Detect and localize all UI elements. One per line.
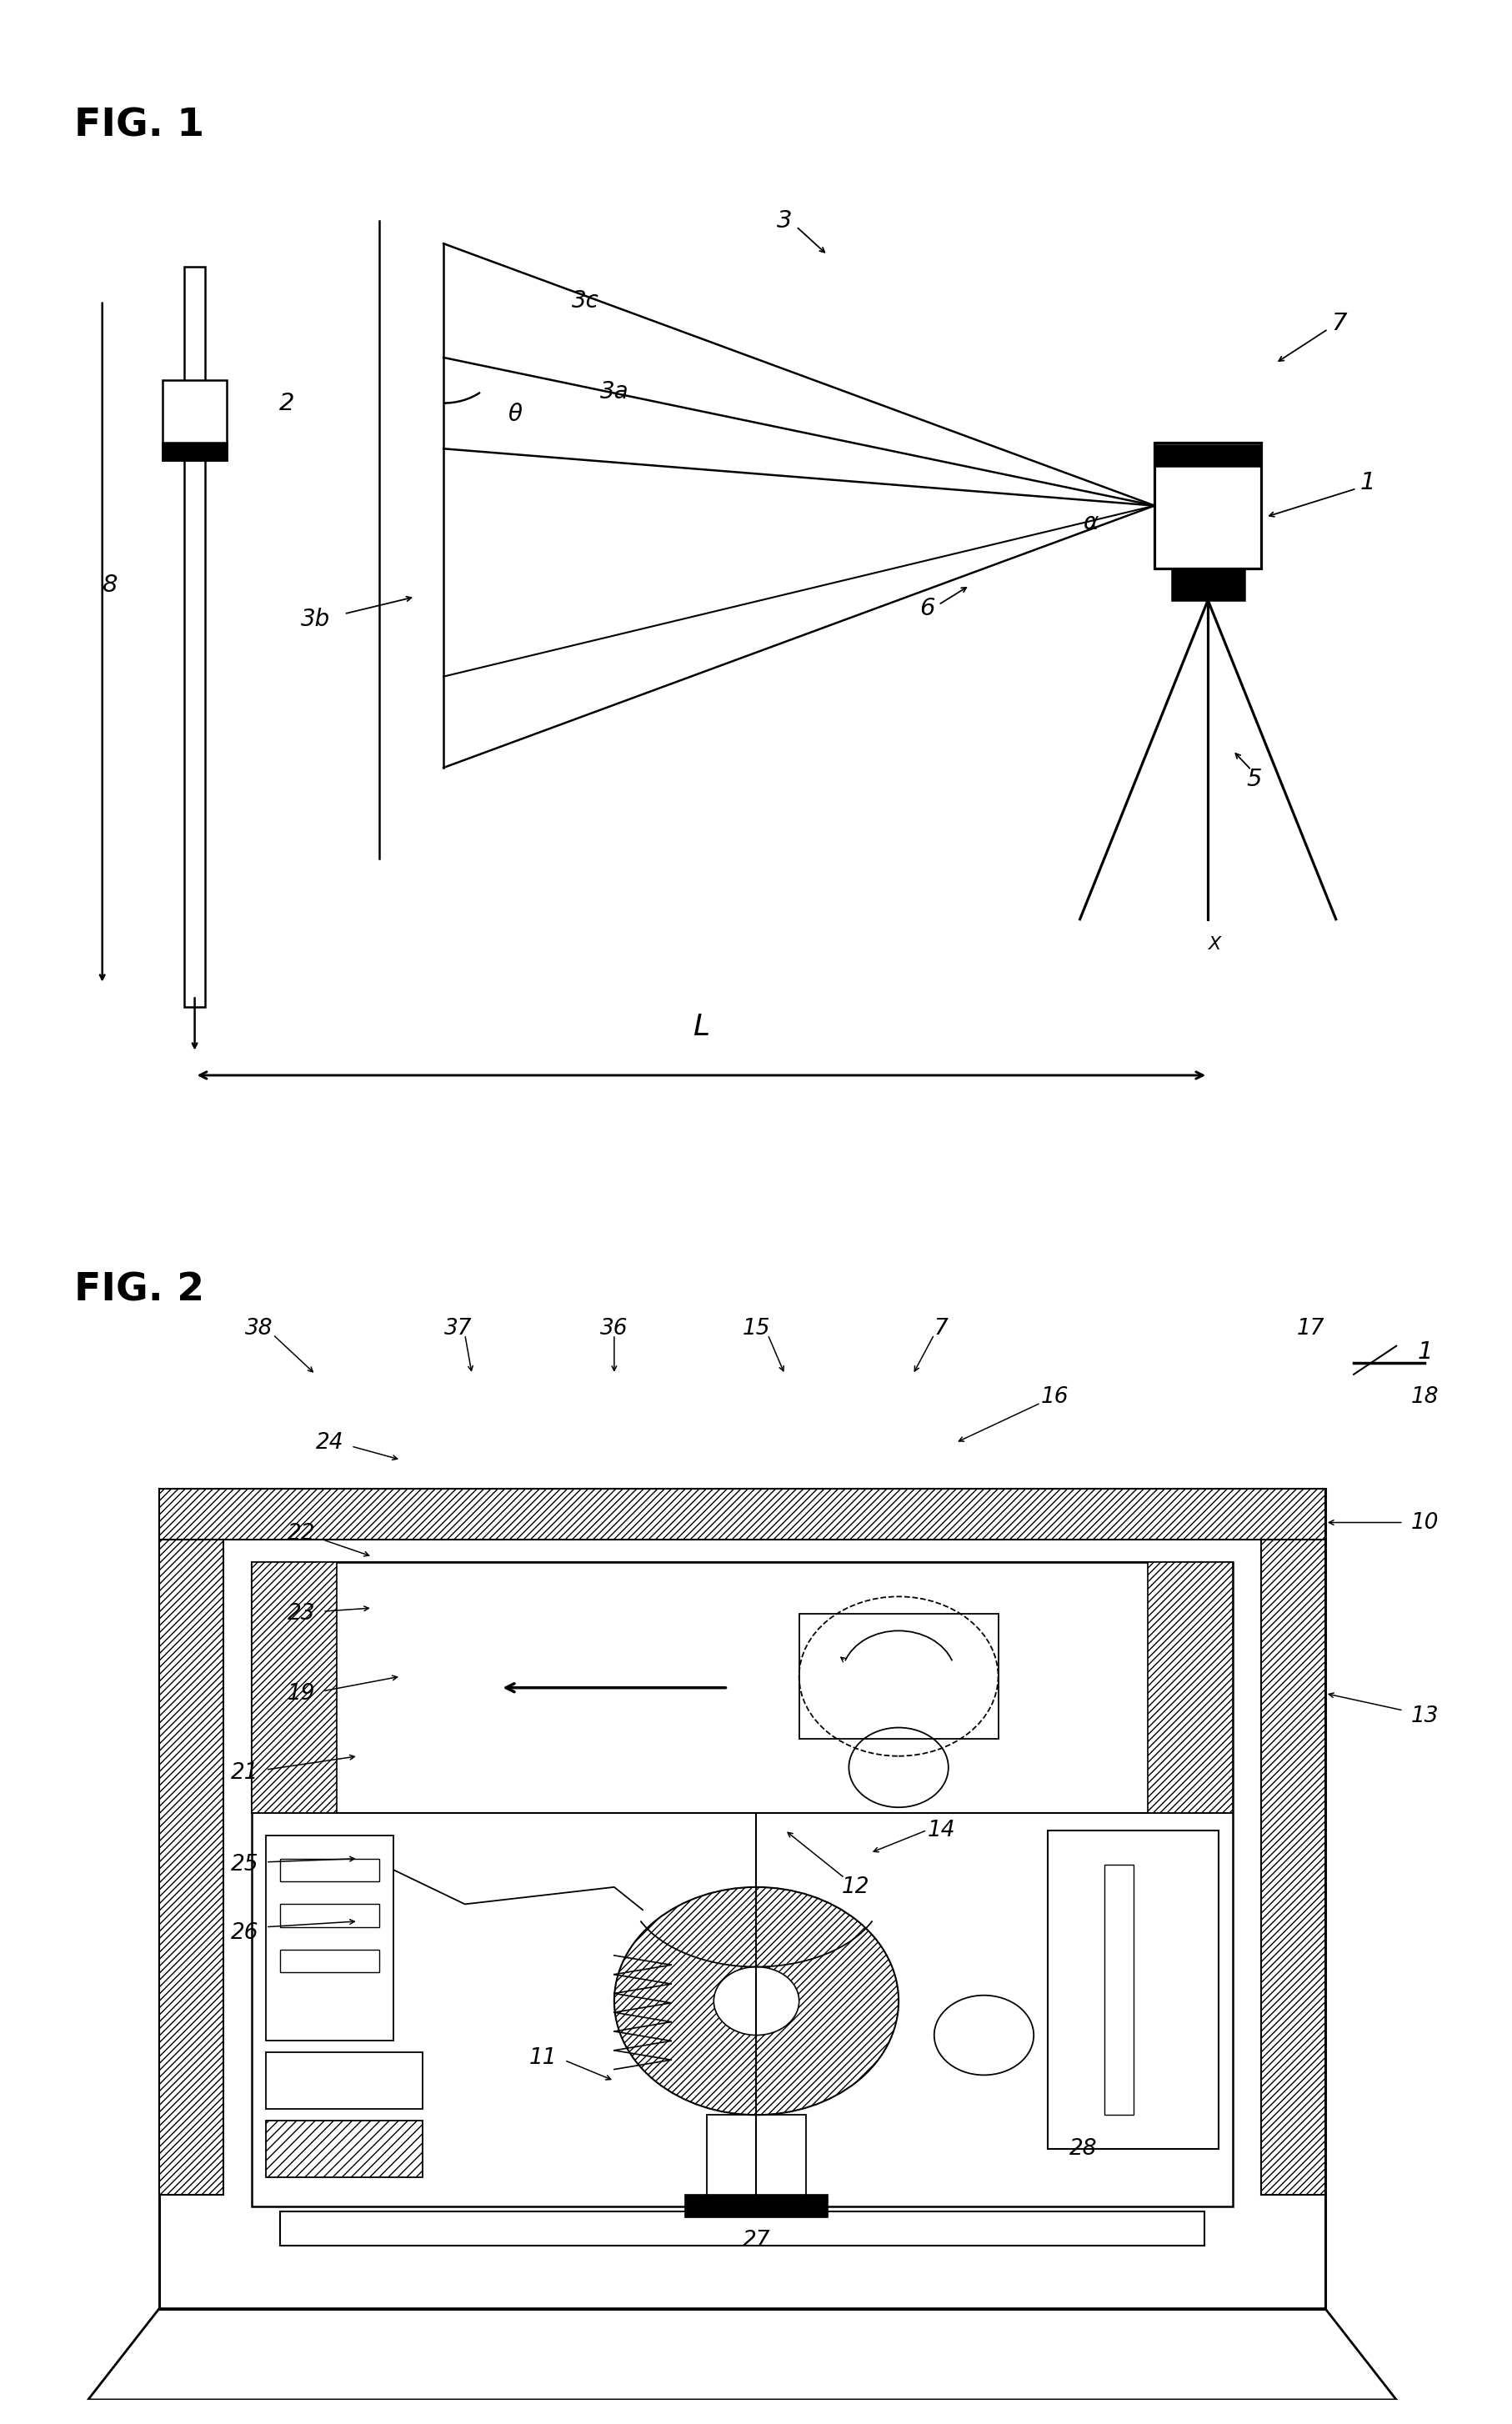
Bar [159,1488,1325,2308]
Bar [1170,567,1243,601]
Text: 3b: 3b [301,608,330,630]
Text: θ: θ [508,402,522,427]
Bar [1104,1864,1132,2114]
Text: 18: 18 [1411,1387,1438,1408]
Text: 10: 10 [1411,1513,1438,1534]
Bar [88,2400,1396,2424]
Bar [1261,1539,1325,2194]
Text: 27: 27 [742,2230,770,2252]
Text: 13: 13 [1411,1706,1438,1726]
Text: FIG. 1: FIG. 1 [74,107,204,145]
Text: 12: 12 [842,1876,869,1898]
Bar [251,1563,1232,1813]
Bar [798,1614,998,1738]
Bar [266,1835,393,2041]
Bar [1154,446,1261,465]
Text: 1: 1 [1359,470,1374,494]
Bar [163,381,227,461]
Bar [280,1859,380,1881]
Text: 19: 19 [287,1682,314,1704]
Text: 6: 6 [919,596,934,621]
Bar [88,2400,1396,2424]
Text: 24: 24 [316,1433,343,1454]
Bar [280,1949,380,1973]
Text: 14: 14 [927,1820,954,1840]
Text: 16: 16 [1040,1387,1069,1408]
Text: 36: 36 [600,1319,627,1340]
Bar [1154,444,1261,567]
Bar [266,2053,422,2109]
Text: 23: 23 [287,1602,314,1624]
Text: 28: 28 [1069,2138,1096,2160]
Bar [280,1905,380,1927]
Bar [266,2121,422,2177]
Circle shape [614,1886,898,2114]
Text: L: L [692,1013,709,1042]
Bar [163,444,227,461]
Bar [184,267,206,1006]
Circle shape [714,1966,798,2036]
Text: 26: 26 [230,1922,259,1944]
Bar [1048,1830,1219,2150]
Bar [280,2211,1204,2247]
Text: 3: 3 [777,208,792,233]
Text: 8: 8 [101,574,116,596]
Text: 21: 21 [230,1762,259,1784]
Bar [251,1563,337,1813]
Text: 7: 7 [934,1319,948,1340]
Text: α: α [1083,511,1098,533]
Bar [706,2114,806,2206]
Text: 11: 11 [529,2048,556,2068]
Text: 15: 15 [742,1319,770,1340]
Text: FIG. 2: FIG. 2 [74,1273,204,1309]
Bar [1146,1563,1232,1813]
Text: 17: 17 [1296,1319,1325,1340]
Text: 38: 38 [245,1319,272,1340]
Text: 2: 2 [280,390,295,415]
Bar [685,2194,827,2218]
Text: 37: 37 [443,1319,472,1340]
Text: X: X [1208,936,1220,953]
Text: 3c: 3c [572,288,599,313]
Text: 5: 5 [1246,768,1261,790]
Bar [159,1488,1325,1539]
Bar [159,1539,224,2194]
Bar [251,1563,1232,2206]
Text: 7: 7 [1331,313,1346,335]
Text: 25: 25 [230,1854,259,1876]
Text: 1: 1 [1417,1340,1432,1362]
Text: 3a: 3a [599,381,629,402]
Text: 22: 22 [287,1522,314,1544]
